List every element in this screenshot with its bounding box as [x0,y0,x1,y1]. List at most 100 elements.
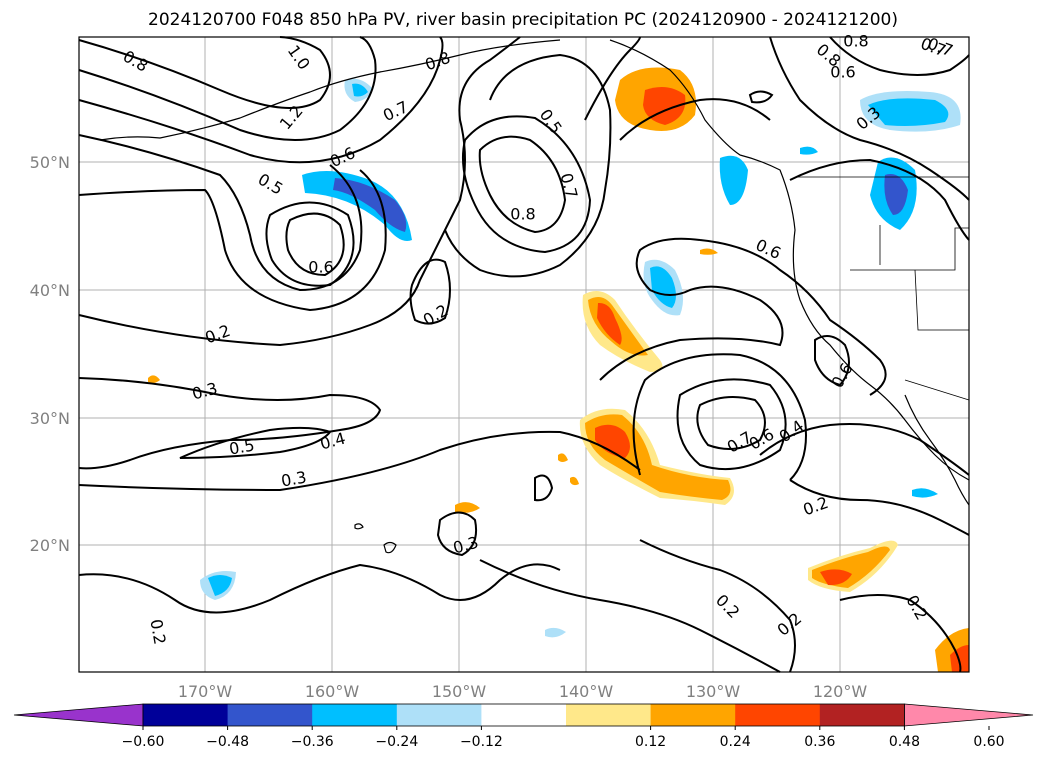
colorbar-tick-label: 0.12 [635,734,666,750]
precip-negative-area [719,155,748,205]
pv-contour [839,594,962,673]
colorbar-cell [143,704,229,726]
us-mexico-border [904,379,970,401]
precip-positive-area [148,375,160,384]
political-borders [795,176,970,401]
pv-contour [748,90,774,104]
pv-contour [78,36,521,347]
colorbar-cell [566,704,652,726]
colorbar-tick-label: −0.60 [122,734,165,750]
baja-coastline [904,394,970,506]
pv-contour [436,511,478,557]
colorbar-tick-label: −0.36 [291,734,334,750]
lon-label: 160°W [305,682,360,701]
precip-positive-area [558,453,568,462]
precip-negative-area [912,488,938,498]
pv-contour [478,135,567,234]
contour-label: 0.3 [280,467,308,490]
pv-contour [696,395,766,450]
map-frame [78,36,970,673]
pv-contour [78,36,377,141]
pv-contour [179,426,332,459]
colorbar-tick-label: 0.36 [804,734,835,750]
pv-contour [78,134,363,292]
state-border [850,227,969,271]
contour-label: 0.2 [146,618,169,646]
lat-label: 50°N [30,153,70,172]
north-america-coastline [609,39,970,481]
colorbar-cell [481,704,567,726]
precip-strong-positive-area [597,302,622,345]
precip-negative-area [545,627,566,638]
precip-negative-area [208,575,232,596]
state-border [914,269,969,331]
pv-contour [462,115,592,254]
pv-contour [619,98,771,141]
contour-label: 0.8 [843,32,868,51]
precip-negative-area [650,266,676,308]
pv-contour [265,201,355,287]
pv-contour [534,474,554,502]
colorbar-tick-label: 0.60 [973,734,1004,750]
lon-label: 120°W [813,682,868,701]
pv-contour [78,36,331,109]
colorbar-tick-label: −0.12 [460,734,503,750]
figure-title: 2024120700 F048 850 hPa PV, river basin … [148,10,898,30]
colorbar-frame [142,703,905,727]
lat-label: 40°N [30,281,70,300]
pv-contour [444,53,612,278]
pv-contour [639,539,796,673]
pv-contour [676,378,787,471]
colorbar-tick-label: 0.24 [720,734,751,750]
pv-contour [789,479,970,536]
precip-negative-area [800,146,818,155]
lat-label: 30°N [30,409,70,428]
pv-contour [759,423,970,476]
latitude-labels: 50°N 40°N 30°N 20°N [30,153,70,555]
pv-contour [479,559,781,673]
pv-contour [599,237,784,381]
hawaii-coastline [383,541,397,554]
precip-strong-positive-area [595,424,630,458]
colorbar-ticks: −0.60 −0.48 −0.36 −0.24 −0.12 0.12 0.24 0.36 0.4… [122,726,1005,750]
precip-positive-area [455,502,480,513]
pv-contours [78,36,970,673]
precip-negative-area [352,83,368,97]
colorbar: −0.60 −0.48 −0.36 −0.24 −0.12 0.12 0.24 0.36 0.4… [13,703,1034,750]
precip-positive-area [700,248,718,255]
contour-label: 0.5 [228,435,256,458]
pv-contour [829,36,970,76]
longitude-labels: 170°W 160°W 150°W 140°W 130°W 120°W [178,682,868,701]
pv-contour [789,158,970,241]
precip-strong-positive-area [820,569,852,586]
colorbar-tick-label: −0.48 [206,734,249,750]
precip-positive-area [570,476,579,486]
precip-strong-negative-area [884,174,908,215]
colorbar-extend-low [13,703,144,727]
lon-label: 130°W [686,682,741,701]
pv-contour [409,258,451,325]
pv-contour [814,335,850,387]
contour-label: 0.8 [510,205,535,224]
map-panel [78,36,970,673]
pv-contour [78,430,641,492]
colorbar-extend-high [904,703,1034,727]
contour-label: 0.6 [308,258,333,277]
colorbar-cell [312,704,398,726]
pv-contour [78,377,382,470]
lon-label: 170°W [178,682,233,701]
colorbar-cell [227,704,313,726]
pv-contour [78,563,561,614]
lon-label: 150°W [432,682,487,701]
hawaii-coastline [354,523,364,530]
colorbar-cells [13,703,1034,727]
colorbar-cell [650,704,736,726]
colorbar-tick-label: −0.24 [375,734,418,750]
pv-contour [699,239,887,396]
coastlines [99,39,970,554]
pv-contour [285,212,345,277]
colorbar-tick-label: 0.48 [889,734,920,750]
precip-negative-area [868,98,949,126]
